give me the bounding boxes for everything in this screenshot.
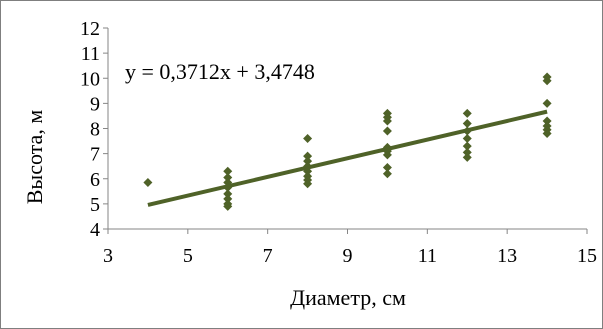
data-point — [382, 150, 392, 160]
data-point — [223, 178, 233, 188]
x-tick-label: 15 — [577, 245, 597, 267]
data-point — [303, 151, 313, 161]
trendline-equation: y = 0,3712x + 3,4748 — [125, 59, 315, 84]
x-tick-label: 11 — [418, 245, 437, 267]
x-tick-label: 13 — [497, 245, 517, 267]
data-point — [303, 161, 313, 171]
data-point — [223, 194, 233, 204]
data-point — [462, 126, 472, 136]
data-point — [223, 172, 233, 182]
data-points — [143, 72, 552, 211]
data-point — [223, 183, 233, 193]
x-tick-label: 7 — [263, 245, 273, 267]
data-point — [462, 118, 472, 128]
data-point — [462, 147, 472, 157]
x-tick-label: 5 — [183, 245, 193, 267]
trend-line — [147, 109, 548, 207]
data-point — [542, 129, 552, 139]
y-tick-label: 11 — [81, 43, 100, 65]
data-point — [382, 126, 392, 136]
x-tick-label: 9 — [343, 245, 353, 267]
y-tick-label: 10 — [80, 68, 100, 90]
data-point — [462, 141, 472, 151]
data-point — [303, 166, 313, 176]
x-axis-title: Диаметр, см — [290, 285, 406, 310]
data-point — [382, 162, 392, 172]
x-tick-label: 3 — [103, 245, 113, 267]
data-point — [542, 116, 552, 126]
data-point — [542, 98, 552, 108]
data-point — [382, 116, 392, 126]
data-point — [223, 201, 233, 211]
data-point — [303, 156, 313, 166]
data-point — [223, 166, 233, 176]
y-tick-labels: 4 5 6 7 8 9 10 11 12 — [80, 18, 108, 241]
data-point — [303, 179, 313, 189]
data-point — [462, 108, 472, 118]
y-tick-label: 4 — [90, 219, 100, 241]
data-point — [542, 76, 552, 86]
data-point — [303, 134, 313, 144]
data-point — [223, 189, 233, 199]
x-tick-labels: 3 5 7 9 11 13 15 — [103, 229, 597, 267]
y-tick-label: 9 — [90, 93, 100, 115]
y-tick-label: 6 — [90, 169, 100, 191]
y-tick-label: 7 — [90, 144, 100, 166]
data-point — [462, 152, 472, 162]
y-tick-label: 5 — [90, 194, 100, 216]
y-tick-label: 12 — [80, 18, 100, 40]
y-axis-title: Высота, м — [22, 110, 47, 205]
data-point — [462, 134, 472, 144]
data-point — [143, 178, 153, 188]
y-tick-label: 8 — [90, 119, 100, 141]
data-point — [382, 169, 392, 179]
